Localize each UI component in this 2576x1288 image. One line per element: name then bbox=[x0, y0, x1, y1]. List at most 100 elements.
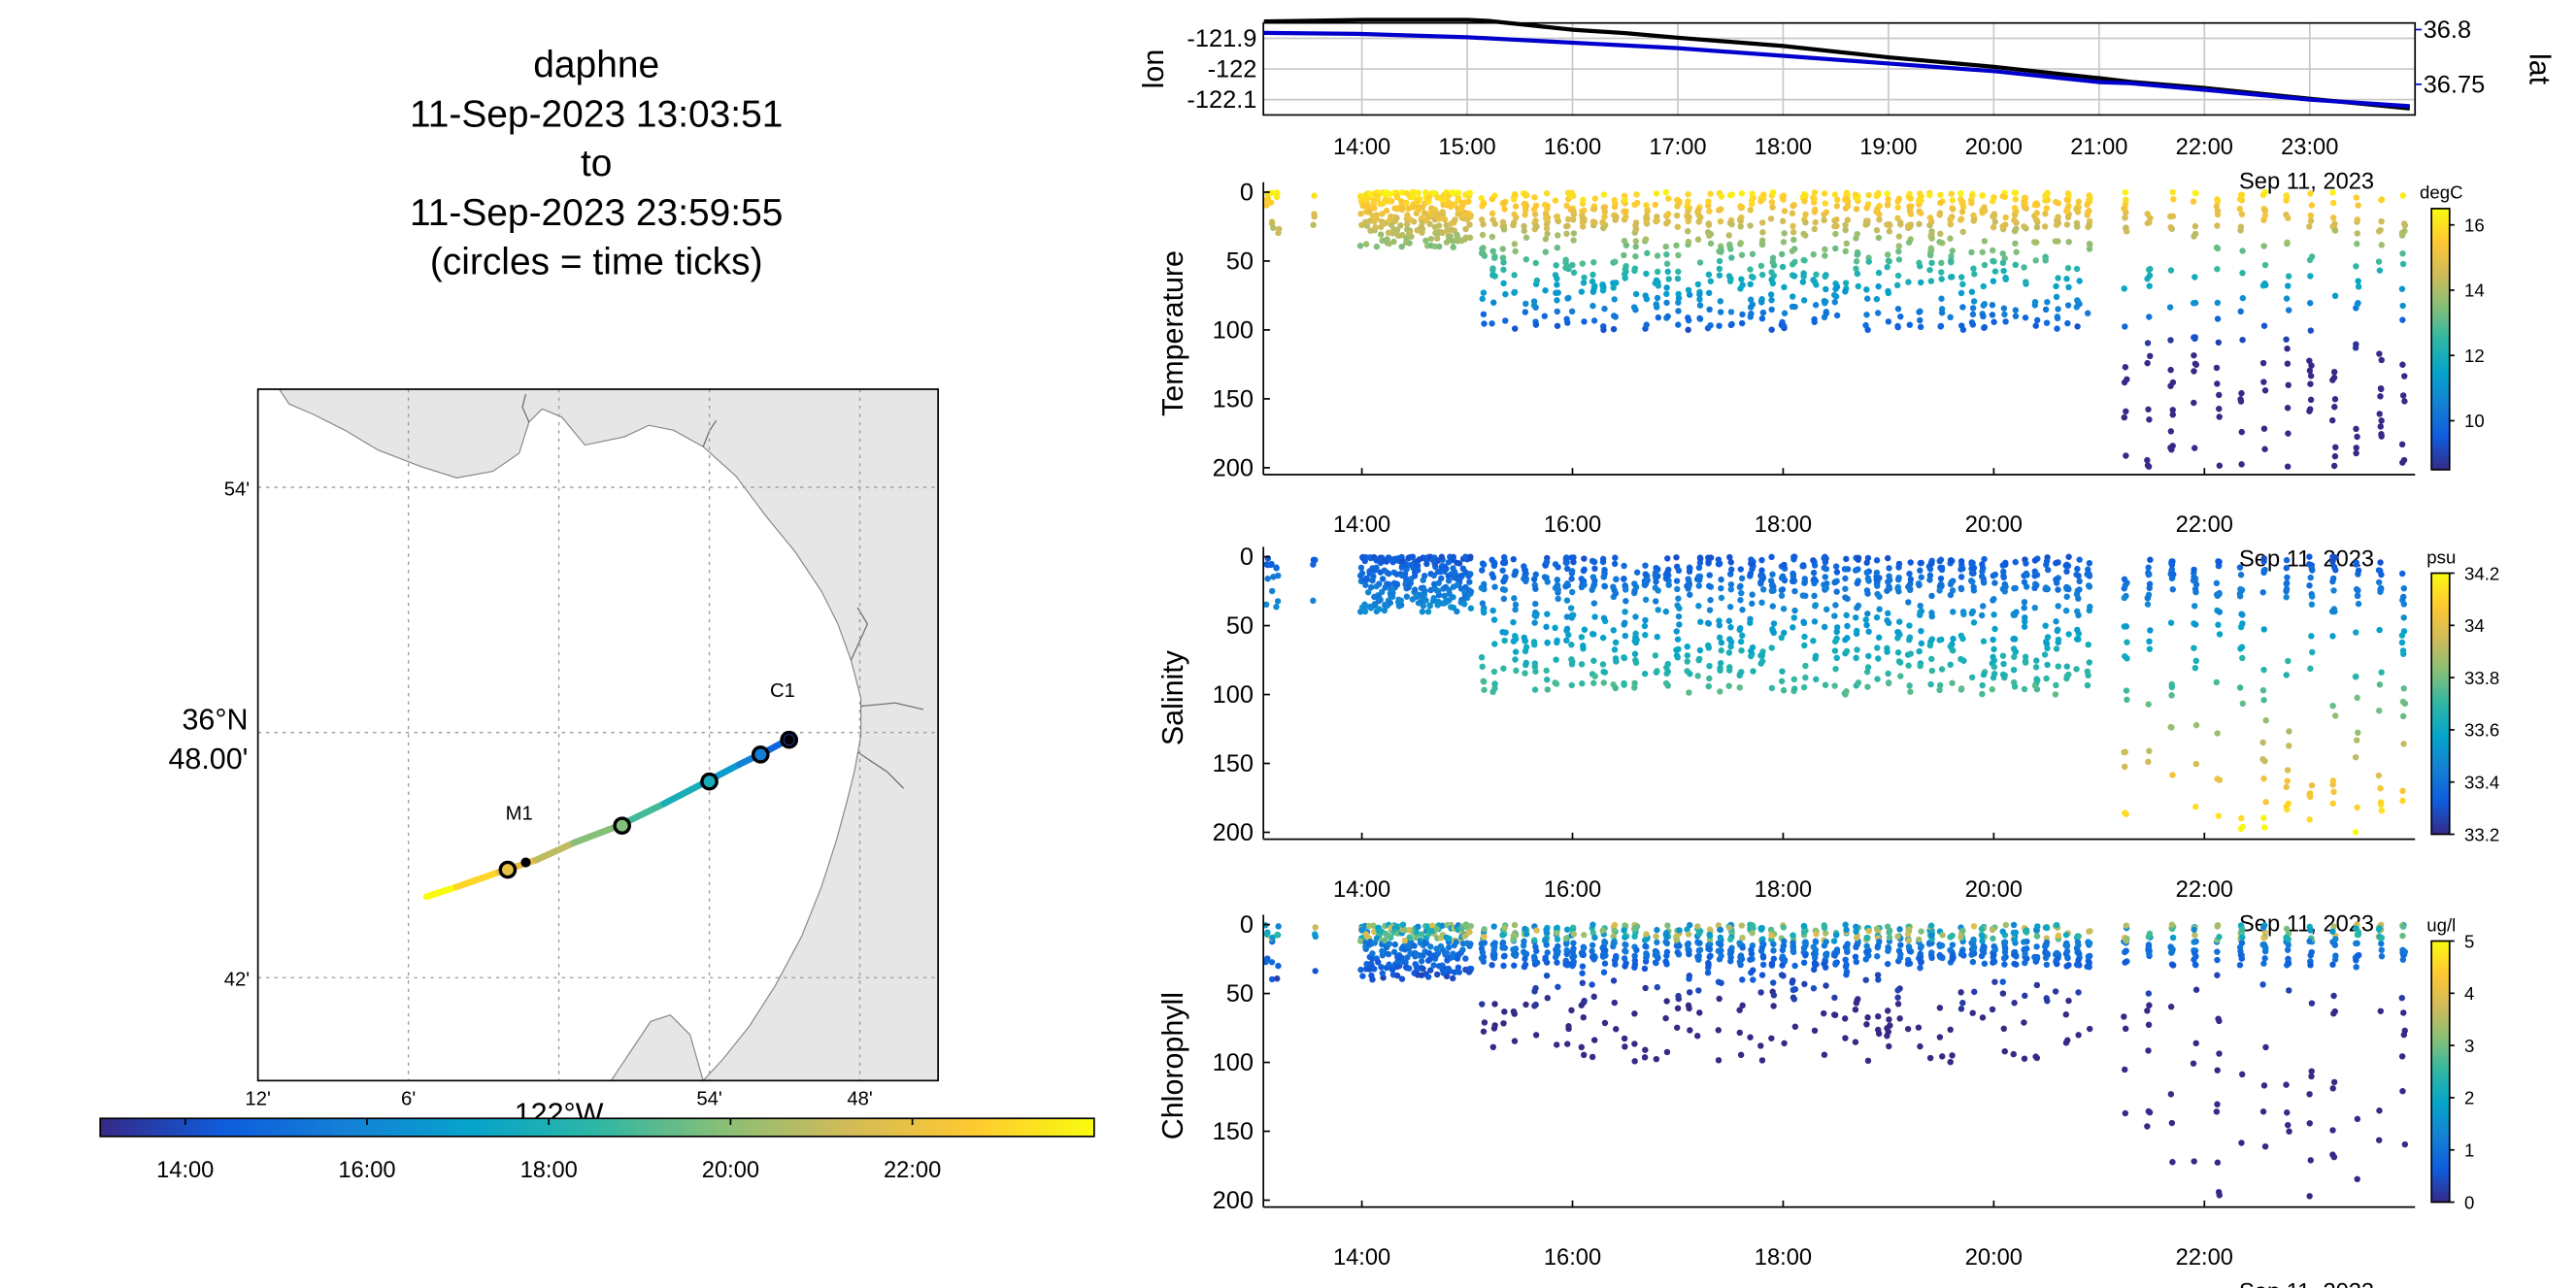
data-point bbox=[1737, 1051, 1745, 1059]
data-point bbox=[2054, 627, 2061, 635]
data-point bbox=[2064, 1037, 2071, 1043]
data-point bbox=[1894, 204, 1901, 211]
data-point bbox=[1601, 960, 1609, 967]
data-point bbox=[1949, 941, 1957, 948]
data-point bbox=[1916, 220, 1923, 228]
data-point bbox=[1978, 573, 1986, 579]
colorbar-tick-label: 12 bbox=[2464, 346, 2485, 366]
data-point bbox=[1991, 218, 1998, 225]
data-point bbox=[1917, 964, 1924, 972]
track-segment bbox=[422, 883, 460, 901]
data-point bbox=[1790, 977, 1796, 984]
data-point bbox=[1663, 284, 1670, 291]
colorbar-tick-label: 33.2 bbox=[2464, 824, 2499, 844]
data-point bbox=[1554, 214, 1560, 220]
data-point bbox=[1863, 948, 1870, 956]
data-point bbox=[1748, 197, 1756, 204]
data-point bbox=[1958, 209, 1966, 215]
data-point bbox=[1990, 198, 1996, 205]
data-point bbox=[1264, 576, 1271, 582]
data-point bbox=[1663, 998, 1670, 1005]
data-point bbox=[1718, 647, 1724, 654]
data-point bbox=[2214, 1101, 2221, 1107]
data-point bbox=[1957, 557, 1965, 565]
data-point bbox=[1843, 189, 1851, 196]
data-point bbox=[1705, 558, 1712, 566]
data-point bbox=[1969, 305, 1977, 312]
data-point bbox=[1842, 637, 1849, 644]
data-point bbox=[1939, 954, 1946, 962]
data-point bbox=[1716, 265, 1723, 273]
data-point bbox=[2214, 380, 2221, 387]
data-point bbox=[1357, 210, 1364, 217]
data-point bbox=[2375, 258, 2383, 265]
data-point bbox=[1268, 587, 1276, 595]
data-point bbox=[2330, 587, 2337, 594]
data-point bbox=[2064, 264, 2072, 272]
data-point bbox=[1512, 606, 1519, 613]
data-point bbox=[1530, 641, 1538, 648]
data-point bbox=[2238, 461, 2245, 468]
data-point bbox=[1884, 263, 1890, 271]
data-point bbox=[1821, 1009, 1827, 1017]
data-point bbox=[1718, 639, 1725, 646]
data-point bbox=[2042, 257, 2049, 264]
data-point bbox=[2022, 959, 2028, 967]
data-point bbox=[1362, 241, 1370, 248]
data-point bbox=[1852, 567, 1859, 574]
data-point bbox=[2355, 283, 2362, 290]
data-point bbox=[1707, 240, 1715, 248]
data-point bbox=[1357, 966, 1364, 974]
data-point bbox=[1990, 213, 1996, 220]
data-point bbox=[1917, 263, 1924, 270]
data-point bbox=[1957, 950, 1965, 958]
data-point bbox=[1500, 595, 1508, 603]
data-point bbox=[2168, 683, 2176, 691]
data-point bbox=[1622, 609, 1628, 615]
data-point bbox=[2286, 307, 2292, 314]
chlorophyll-points bbox=[1262, 921, 2409, 1200]
data-point bbox=[1704, 619, 1712, 627]
data-point bbox=[2144, 359, 2151, 367]
data-point bbox=[1852, 191, 1859, 198]
data-point bbox=[1611, 999, 1619, 1007]
data-point bbox=[1865, 578, 1872, 584]
data-point bbox=[2262, 1043, 2269, 1051]
data-point bbox=[2000, 660, 2007, 668]
data-point bbox=[1886, 934, 1893, 941]
data-point bbox=[2074, 323, 2081, 330]
data-point bbox=[2329, 1085, 2336, 1092]
data-point bbox=[1758, 219, 1766, 226]
data-point bbox=[1654, 983, 1661, 991]
data-point bbox=[2124, 228, 2130, 235]
data-point bbox=[1970, 944, 1978, 952]
data-point bbox=[1906, 637, 1913, 644]
data-point bbox=[1936, 637, 1943, 644]
data-point bbox=[1433, 971, 1441, 978]
data-point bbox=[2353, 341, 2359, 347]
data-point bbox=[2283, 672, 2290, 678]
data-point bbox=[1948, 257, 1955, 264]
data-point bbox=[1532, 1032, 1540, 1039]
data-point bbox=[1938, 259, 1945, 267]
data-point bbox=[2086, 962, 2092, 970]
data-point bbox=[1601, 204, 1609, 211]
data-point bbox=[1893, 281, 1901, 289]
data-point bbox=[1664, 668, 1671, 676]
data-point bbox=[2145, 1047, 2152, 1054]
data-point bbox=[1760, 191, 1767, 198]
data-point bbox=[2192, 760, 2200, 768]
data-point bbox=[1362, 581, 1369, 588]
data-point bbox=[1971, 271, 1978, 278]
data-point bbox=[1801, 980, 1808, 988]
data-point bbox=[1843, 961, 1850, 969]
data-point bbox=[1885, 610, 1891, 617]
data-point bbox=[2308, 633, 2315, 640]
title-vehicle: daphne bbox=[533, 42, 660, 85]
data-point bbox=[1791, 303, 1798, 311]
data-point bbox=[1947, 946, 1954, 954]
data-point bbox=[2002, 214, 2009, 221]
data-point bbox=[1821, 924, 1828, 932]
data-point bbox=[1959, 999, 1966, 1007]
data-point bbox=[2041, 223, 2049, 230]
